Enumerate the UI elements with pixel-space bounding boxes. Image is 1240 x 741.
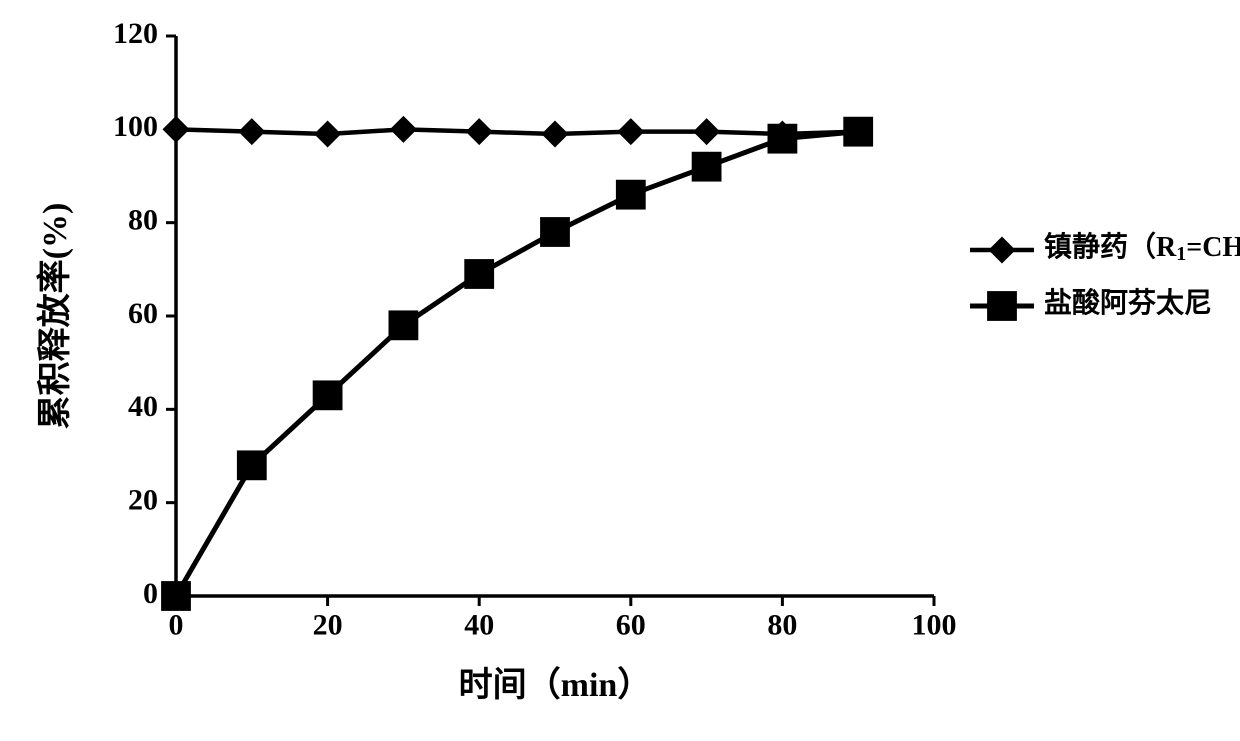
marker-alfentanil [237,451,266,480]
release-rate-chart: 0 20 40 60 80 100 120 0 20 40 60 80 100 镇静药（R1=CH3，R2… [0,0,1240,741]
marker-alfentanil [313,381,342,410]
marker-alfentanil [389,311,418,340]
y-tick-label: 80 [128,204,158,237]
marker-alfentanil [768,124,797,153]
x-tick-label: 60 [616,609,646,642]
x-tick-label: 40 [464,609,494,642]
x-tick-label: 100 [912,609,957,642]
legend-marker-alfentanil [988,292,1017,321]
legend-label-alfentanil: 盐酸阿芬太尼 [1044,287,1212,319]
marker-alfentanil [162,582,191,611]
x-tick-label: 80 [767,609,797,642]
y-tick-label: 100 [113,110,158,143]
x-tick-label: 20 [313,609,343,642]
y-tick-label: 120 [113,17,158,50]
marker-alfentanil [692,152,721,181]
marker-alfentanil [541,218,570,247]
y-tick-label: 60 [128,297,158,330]
y-tick-label: 20 [128,484,158,517]
marker-alfentanil [844,117,873,146]
x-tick-label: 0 [169,609,184,642]
y-tick-label: 40 [128,390,158,423]
chart-container: 0 20 40 60 80 100 120 0 20 40 60 80 100 镇静药（R1=CH3，R2… [0,0,1240,741]
x-axis-title: 时间（min） [459,665,652,704]
legend-label-sedative: 镇静药（R1=CH3，R2=CH3） [1044,230,1240,264]
marker-alfentanil [465,260,494,289]
marker-alfentanil [616,180,645,209]
y-tick-label: 0 [143,577,158,610]
y-axis-title: 累积释放率(%) [36,203,74,430]
